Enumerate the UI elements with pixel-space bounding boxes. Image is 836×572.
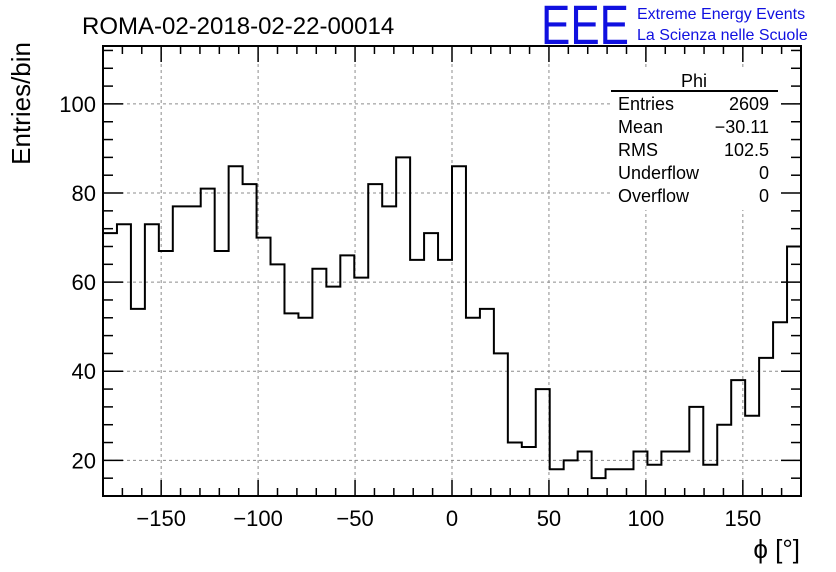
stats-label: Underflow — [618, 163, 700, 183]
stats-label: RMS — [618, 140, 658, 160]
x-tick-label: −100 — [233, 506, 283, 531]
x-tick-label: 100 — [628, 506, 665, 531]
eee-logo: EEE Extreme Energy Events La Scienza nel… — [541, 0, 808, 56]
y-tick-label: 40 — [72, 359, 96, 384]
x-tick-label: 50 — [537, 506, 561, 531]
y-axis-title: Entries/bin — [6, 42, 36, 165]
x-axis-title: ϕ [°] — [753, 534, 800, 564]
y-tick-label: 60 — [72, 270, 96, 295]
grid — [103, 46, 801, 496]
y-tick-label: 20 — [72, 448, 96, 473]
stats-value: 0 — [759, 186, 769, 206]
stats-title: Phi — [681, 71, 707, 91]
logo-mark: EEE — [541, 0, 629, 56]
stats-value: −30.11 — [715, 117, 769, 137]
stats-value: 0 — [759, 163, 769, 183]
y-tick-label: 80 — [72, 181, 96, 206]
chart-title: ROMA-02-2018-02-22-00014 — [82, 13, 394, 40]
x-tick-label: 0 — [446, 506, 458, 531]
x-tick-label: −150 — [136, 506, 186, 531]
stats-value: 102.5 — [724, 140, 769, 160]
stats-label: Entries — [618, 94, 674, 114]
histogram-outline — [103, 156, 801, 480]
x-tick-label: 150 — [724, 506, 761, 531]
stats-label: Mean — [618, 117, 663, 137]
x-tick-label: −50 — [336, 506, 373, 531]
x-tick-labels: −150 −100 −50 0 50 100 150 — [136, 506, 761, 531]
y-tick-label: 100 — [59, 92, 96, 117]
stats-rows: Entries 2609 Mean −30.11 RMS 102.5 Underflow 0 O… — [618, 94, 769, 206]
logo-line-1: Extreme Energy Events — [637, 6, 805, 23]
stats-label: Overflow — [618, 186, 690, 206]
logo-line-2: La Scienza nelle Scuole — [637, 27, 808, 44]
stats-box: Phi Entries 2609 Mean −30.11 RMS 102.5 Underfl… — [611, 70, 778, 210]
axis-ticks — [103, 46, 801, 496]
stats-value: 2609 — [729, 94, 769, 114]
y-tick-labels: 20 40 60 80 100 — [59, 92, 96, 473]
